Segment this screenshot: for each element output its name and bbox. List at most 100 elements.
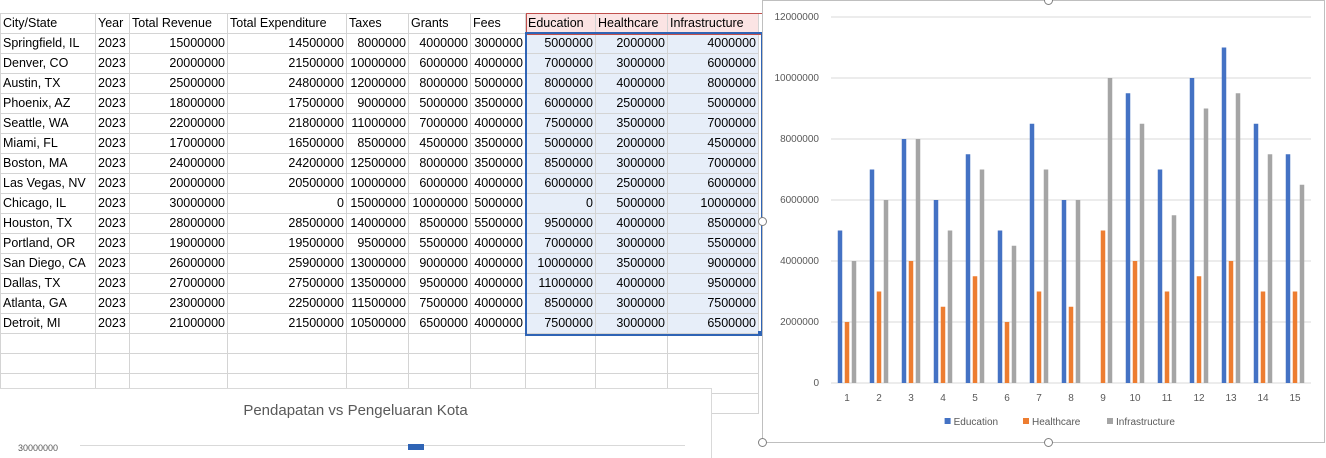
cell[interactable]: San Diego, CA (0, 253, 96, 274)
cell[interactable]: 2023 (95, 193, 130, 214)
header-cell[interactable]: Year (95, 13, 130, 34)
empty-cell[interactable] (0, 333, 96, 354)
cell[interactable]: 7000000 (525, 233, 596, 254)
cell[interactable]: 21500000 (227, 53, 347, 74)
cell[interactable]: 3000000 (470, 33, 526, 54)
empty-cell[interactable] (595, 353, 668, 374)
cell[interactable]: 2023 (95, 213, 130, 234)
cell[interactable]: 5500000 (408, 233, 471, 254)
cell[interactable]: 10000000 (346, 53, 409, 74)
cell[interactable]: 14500000 (227, 33, 347, 54)
spreadsheet[interactable]: City/State Year Total Revenue Total Expendi… (0, 0, 1326, 448)
cell[interactable]: 8500000 (525, 293, 596, 314)
empty-cell[interactable] (227, 333, 347, 354)
cell[interactable]: 15000000 (129, 33, 228, 54)
header-cell[interactable]: Fees (470, 13, 526, 34)
cell[interactable]: 8500000 (346, 133, 409, 154)
empty-cell[interactable] (227, 353, 347, 374)
cell[interactable]: 3000000 (595, 233, 668, 254)
cell[interactable]: 4000000 (470, 313, 526, 334)
cell[interactable]: 2023 (95, 33, 130, 54)
cell[interactable]: 7000000 (525, 53, 596, 74)
cell[interactable]: 2023 (95, 273, 130, 294)
cell[interactable]: 7000000 (667, 153, 759, 174)
cell[interactable]: 4500000 (667, 133, 759, 154)
cell[interactable]: 8000000 (408, 153, 471, 174)
empty-cell[interactable] (470, 353, 526, 374)
cell[interactable]: 7000000 (408, 113, 471, 134)
cell[interactable]: 24000000 (129, 153, 228, 174)
cell[interactable]: 7500000 (525, 113, 596, 134)
empty-cell[interactable] (129, 353, 228, 374)
cell[interactable]: 24800000 (227, 73, 347, 94)
cell[interactable]: 6000000 (525, 93, 596, 114)
cell[interactable]: 6000000 (525, 173, 596, 194)
cell[interactable]: 6000000 (408, 53, 471, 74)
cell[interactable]: 5000000 (525, 133, 596, 154)
cell[interactable]: 8000000 (346, 33, 409, 54)
cell[interactable]: 3500000 (595, 113, 668, 134)
cell[interactable]: 2023 (95, 293, 130, 314)
cell[interactable]: 2023 (95, 93, 130, 114)
cell[interactable]: 5500000 (470, 213, 526, 234)
cell[interactable]: 13000000 (346, 253, 409, 274)
empty-cell[interactable] (95, 353, 130, 374)
cell[interactable]: 25000000 (129, 73, 228, 94)
cell[interactable]: 5000000 (525, 33, 596, 54)
header-cell[interactable]: Total Expenditure (227, 13, 347, 34)
cell[interactable]: 0 (525, 193, 596, 214)
empty-cell[interactable] (408, 353, 471, 374)
cell[interactable]: Springfield, IL (0, 33, 96, 54)
cell[interactable]: 19500000 (227, 233, 347, 254)
cell[interactable]: 4000000 (595, 213, 668, 234)
header-cell[interactable]: City/State (0, 13, 96, 34)
cell[interactable]: 6500000 (408, 313, 471, 334)
cell[interactable]: 20500000 (227, 173, 347, 194)
empty-cell[interactable] (595, 333, 668, 354)
cell[interactable]: 10000000 (667, 193, 759, 214)
cell[interactable]: 2023 (95, 313, 130, 334)
cell[interactable]: 2023 (95, 53, 130, 74)
cell[interactable]: 0 (227, 193, 347, 214)
cell[interactable]: 9000000 (346, 93, 409, 114)
cell[interactable]: 8000000 (525, 73, 596, 94)
cell[interactable]: 4000000 (667, 33, 759, 54)
cell[interactable]: 28500000 (227, 213, 347, 234)
cell[interactable]: 26000000 (129, 253, 228, 274)
cell[interactable]: 9500000 (408, 273, 471, 294)
cell[interactable]: 24200000 (227, 153, 347, 174)
header-cell[interactable]: Taxes (346, 13, 409, 34)
empty-cell[interactable] (525, 333, 596, 354)
cell[interactable]: 8000000 (667, 73, 759, 94)
empty-cell[interactable] (0, 353, 96, 374)
cell[interactable]: 8500000 (525, 153, 596, 174)
cell[interactable]: 12500000 (346, 153, 409, 174)
cell[interactable]: 4000000 (470, 113, 526, 134)
cell[interactable]: 5500000 (667, 233, 759, 254)
chart-resize-handle-bottom-left[interactable] (758, 438, 767, 447)
cell[interactable]: 21500000 (227, 313, 347, 334)
empty-cell[interactable] (129, 333, 228, 354)
cell[interactable]: 8500000 (408, 213, 471, 234)
cell[interactable]: 6500000 (667, 313, 759, 334)
cell[interactable]: 5000000 (408, 93, 471, 114)
cell[interactable]: 23000000 (129, 293, 228, 314)
cell[interactable]: 4000000 (470, 253, 526, 274)
empty-cell[interactable] (346, 353, 409, 374)
cell[interactable]: Seattle, WA (0, 113, 96, 134)
cell[interactable]: 21000000 (129, 313, 228, 334)
cell[interactable]: 11000000 (346, 113, 409, 134)
cell[interactable]: 2023 (95, 233, 130, 254)
cell[interactable]: 5000000 (470, 193, 526, 214)
cell[interactable]: 11500000 (346, 293, 409, 314)
cell[interactable]: 22500000 (227, 293, 347, 314)
cell[interactable]: 2000000 (595, 133, 668, 154)
cell[interactable]: 27500000 (227, 273, 347, 294)
empty-cell[interactable] (408, 333, 471, 354)
cell[interactable]: 4000000 (408, 33, 471, 54)
cell[interactable]: 28000000 (129, 213, 228, 234)
cell[interactable]: 25900000 (227, 253, 347, 274)
cell[interactable]: 30000000 (129, 193, 228, 214)
header-cell[interactable]: Infrastructure (667, 13, 759, 34)
cell[interactable]: 4000000 (470, 273, 526, 294)
